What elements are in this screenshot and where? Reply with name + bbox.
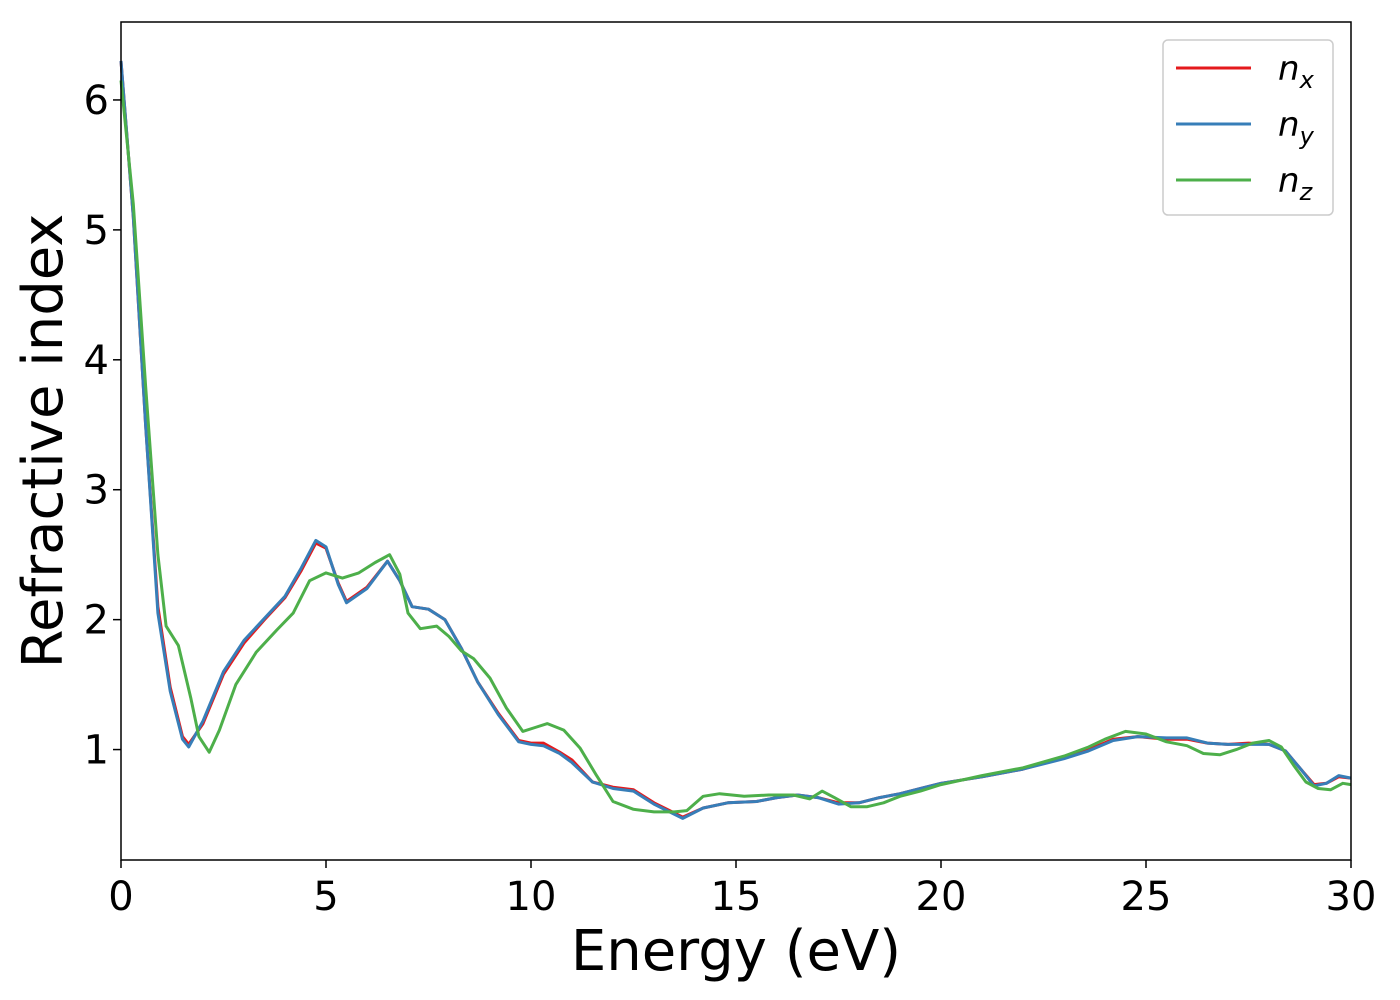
x-tick-label: 15 bbox=[711, 874, 762, 920]
y-tick-label: 2 bbox=[84, 598, 109, 644]
series-layer bbox=[119, 60, 1352, 820]
y-tick-label: 4 bbox=[84, 338, 109, 384]
y-tick-label: 5 bbox=[84, 208, 109, 254]
y-tick-label: 3 bbox=[84, 468, 109, 514]
x-tick-label: 20 bbox=[916, 874, 967, 920]
x-tick-label: 30 bbox=[1326, 874, 1377, 920]
legend-label: nz bbox=[1278, 161, 1314, 206]
x-tick-label: 10 bbox=[506, 874, 557, 920]
x-tick-label: 5 bbox=[313, 874, 338, 920]
series-line-n-z bbox=[119, 80, 1352, 814]
legend-label: ny bbox=[1278, 105, 1315, 150]
x-tick-label: 0 bbox=[108, 874, 133, 920]
legend: nx ny nz bbox=[1162, 39, 1334, 216]
y-axis-title: Refractive index bbox=[11, 214, 76, 669]
plot-frame bbox=[120, 21, 1352, 861]
series-line-n-y bbox=[119, 60, 1352, 820]
x-tick-label: 25 bbox=[1121, 874, 1172, 920]
x-axis-title: Energy (eV) bbox=[571, 919, 901, 984]
y-axis-ticks: 1 2 3 4 5 6 bbox=[84, 78, 121, 774]
y-tick-label: 6 bbox=[84, 78, 109, 124]
y-tick-label: 1 bbox=[84, 728, 109, 774]
x-axis-ticks: 0 5 10 15 20 25 30 bbox=[108, 860, 1376, 920]
legend-box bbox=[1162, 39, 1334, 216]
legend-label: nx bbox=[1278, 49, 1315, 94]
